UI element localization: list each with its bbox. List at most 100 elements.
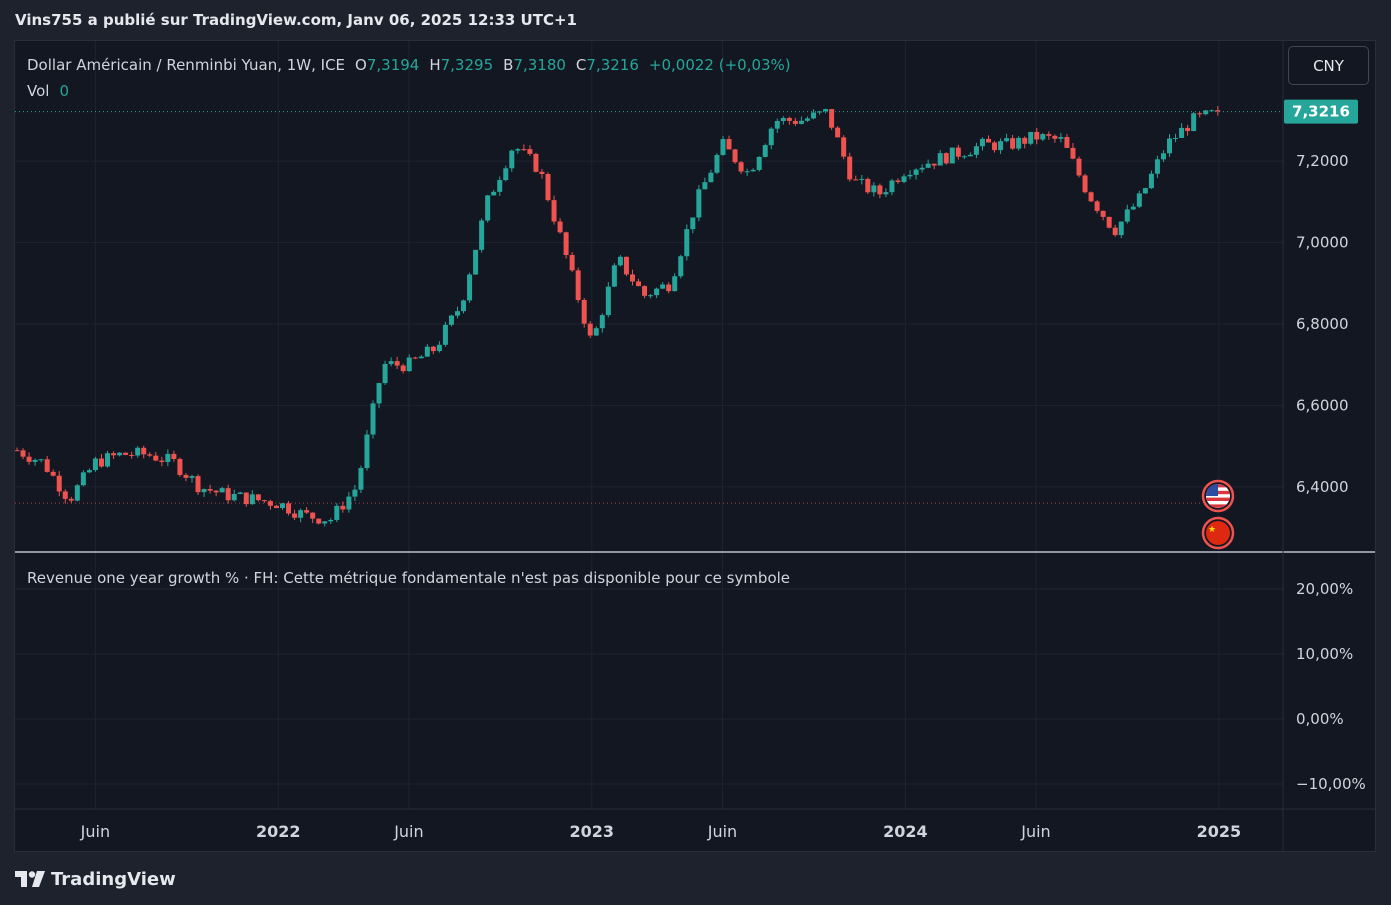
- candle-body: [1064, 137, 1070, 148]
- candle-body: [1142, 188, 1148, 194]
- candle-body: [720, 139, 726, 155]
- tradingview-logo[interactable]: TradingView: [15, 866, 176, 892]
- candle-body: [1034, 131, 1040, 140]
- candle-body: [811, 112, 817, 119]
- candle-body: [943, 153, 949, 164]
- candle-body: [394, 361, 400, 366]
- candle-body: [1167, 138, 1173, 154]
- candle-body: [418, 356, 424, 359]
- candle-body: [823, 109, 829, 112]
- indicator-tick-label: 20,00%: [1296, 580, 1353, 598]
- price-tick-label: 7,0000: [1296, 234, 1349, 252]
- candle-body: [1185, 127, 1191, 131]
- candle-body: [563, 232, 569, 256]
- candle-body: [334, 505, 340, 520]
- candle-body: [364, 434, 370, 469]
- candle-body: [479, 220, 485, 250]
- candle-body: [280, 503, 286, 509]
- candle-body: [859, 178, 865, 180]
- candles: [14, 106, 1221, 527]
- china-flag-icon[interactable]: ★: [1201, 516, 1235, 550]
- candle-body: [14, 450, 20, 452]
- candle-body: [117, 452, 123, 456]
- candle-body: [388, 361, 394, 364]
- time-tick-label: Juin: [1020, 822, 1050, 841]
- candle-body: [473, 249, 479, 275]
- candle-body: [871, 185, 877, 193]
- candle-body: [74, 485, 80, 501]
- candle-body: [1004, 138, 1010, 142]
- candle-body: [328, 519, 334, 522]
- candle-body: [829, 109, 835, 128]
- candle-body: [370, 403, 376, 435]
- candle-body: [1148, 173, 1154, 189]
- price-tick-label: 6,8000: [1296, 315, 1349, 333]
- candle-body: [1112, 227, 1118, 236]
- candle-body: [165, 453, 171, 462]
- candle-body: [1052, 135, 1058, 139]
- candle-body: [467, 274, 473, 301]
- candle-body: [503, 168, 509, 181]
- indicator-tick-label: 10,00%: [1296, 645, 1353, 663]
- candle-body: [497, 180, 503, 192]
- candle-body: [80, 472, 86, 486]
- candle-body: [919, 167, 925, 170]
- candle-body: [68, 498, 74, 501]
- candle-body: [786, 117, 792, 121]
- candle-body: [225, 488, 231, 501]
- candle-body: [412, 357, 418, 359]
- candle-body: [636, 281, 642, 287]
- indicator-tick-label: −10,00%: [1296, 775, 1366, 793]
- candle-body: [593, 328, 599, 336]
- candle-body: [316, 518, 322, 524]
- candle-body: [1124, 209, 1130, 222]
- candle-body: [454, 311, 460, 316]
- candle-body: [1203, 110, 1209, 115]
- candle-body: [1136, 193, 1142, 207]
- us-flag-icon[interactable]: [1201, 479, 1235, 513]
- candle-body: [1100, 210, 1106, 217]
- currency-button[interactable]: CNY: [1288, 46, 1369, 85]
- candle-body: [925, 163, 931, 168]
- candle-body: [642, 286, 648, 296]
- candle-body: [714, 154, 720, 173]
- candle-body: [243, 492, 249, 505]
- candle-body: [491, 191, 497, 196]
- candle-body: [949, 147, 955, 164]
- candle-body: [50, 471, 56, 476]
- time-tick-label: 2024: [883, 822, 928, 841]
- candle-body: [678, 256, 684, 277]
- candle-body: [998, 141, 1004, 151]
- time-tick-label: Juin: [80, 822, 110, 841]
- candle-body: [255, 494, 261, 501]
- candle-body: [286, 503, 292, 514]
- candle-body: [804, 118, 810, 121]
- candle-body: [159, 460, 165, 462]
- candle-body: [961, 156, 967, 158]
- candle-body: [895, 180, 901, 182]
- candle-body: [732, 149, 738, 163]
- candle-body: [207, 488, 213, 491]
- candle-body: [557, 221, 563, 233]
- candle-body: [189, 476, 195, 478]
- candle-body: [1028, 131, 1034, 144]
- candle-body: [86, 470, 92, 473]
- candle-body: [533, 153, 539, 172]
- candle-body: [521, 149, 527, 151]
- candle-body: [1173, 137, 1179, 139]
- candle-body: [153, 455, 159, 461]
- publisher-header: Vins755 a publié sur TradingView.com, Ja…: [15, 11, 577, 29]
- candle-body: [883, 192, 889, 195]
- candle-body: [913, 169, 919, 175]
- candle-body: [672, 276, 678, 292]
- candle-body: [1160, 153, 1166, 160]
- candle-body: [569, 255, 575, 271]
- candle-body: [1058, 137, 1064, 139]
- candle-body: [382, 363, 388, 384]
- candle-body: [599, 315, 605, 329]
- candle-body: [92, 458, 98, 471]
- candle-body: [1179, 127, 1185, 138]
- chart-canvas[interactable]: 7,2000 7,0000 6,8000 6,6000 6,4000 20,00% 10,0…: [14, 41, 1375, 851]
- symbol-title: Dollar Américain / Renminbi Yuan, 1W, IC…: [27, 56, 791, 74]
- chart-frame[interactable]: 7,2000 7,0000 6,8000 6,6000 6,4000 20,00% 10,0…: [14, 40, 1376, 852]
